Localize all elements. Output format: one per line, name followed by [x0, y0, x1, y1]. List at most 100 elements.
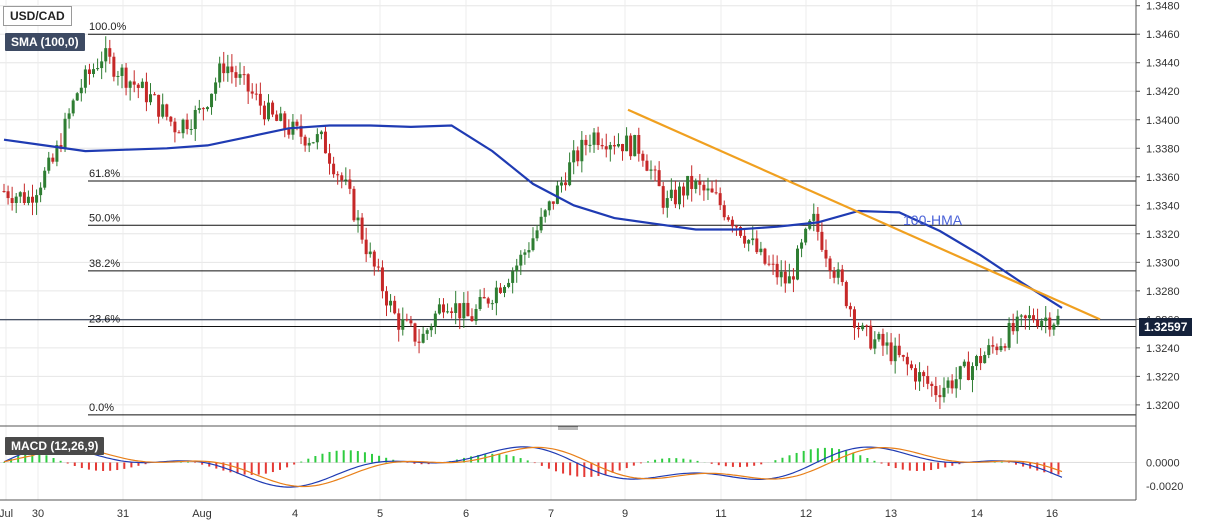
macd-histogram-bar [675, 458, 678, 463]
candle-body [604, 146, 608, 150]
hma-legend: 100-HMA [903, 212, 963, 228]
candle-body [555, 185, 559, 204]
candle-body [1044, 317, 1048, 321]
price-tick-label: 1.3200 [1146, 400, 1180, 412]
macd-histogram-bar [731, 462, 734, 467]
candle-body [665, 198, 669, 208]
macd-histogram-bar [250, 462, 253, 475]
macd-histogram-bar [583, 462, 586, 478]
candle-body [63, 118, 67, 149]
candle-body [486, 298, 490, 304]
macd-histogram-bar [1057, 462, 1060, 475]
macd-histogram-bar [505, 454, 508, 463]
candle-body [572, 150, 576, 163]
candle-body [181, 119, 185, 134]
macd-histogram-bar [569, 462, 572, 476]
candle-body [250, 91, 254, 94]
sma-indicator-label[interactable]: SMA (100,0) [5, 33, 85, 51]
macd-histogram-bar [838, 449, 841, 463]
candle-body [258, 93, 262, 106]
candle-body [905, 356, 909, 365]
candle-body [1032, 315, 1036, 320]
macd-histogram-bar [915, 462, 918, 471]
macd-histogram-bar [194, 462, 197, 464]
candle-body [96, 68, 100, 70]
candle-body [279, 113, 283, 121]
macd-histogram-bar [618, 462, 621, 471]
time-tick-label: 4 [292, 508, 298, 520]
macd-histogram-bar [788, 455, 791, 463]
candle-body [462, 302, 466, 319]
macd-histogram-bar [753, 462, 756, 466]
candle-body [804, 228, 808, 243]
macd-histogram-bar [654, 459, 657, 463]
macd-histogram-bar [321, 453, 324, 463]
macd-histogram-bar [852, 452, 855, 463]
candle-body [1019, 315, 1023, 317]
candle-body [157, 94, 161, 117]
candle-body [271, 102, 275, 115]
candle-body [14, 196, 18, 204]
candle-body [592, 132, 596, 145]
candle-body [161, 104, 165, 117]
candle-body [714, 192, 718, 194]
macd-histogram-bar [257, 462, 260, 475]
macd-histogram-bar [498, 453, 501, 463]
macd-histogram-bar [371, 453, 373, 463]
macd-histogram-bar [3, 462, 5, 463]
candle-body [340, 175, 344, 181]
candle-body [360, 217, 364, 240]
candle-body [144, 81, 148, 103]
macd-histogram-bar [201, 462, 204, 465]
candle-body [380, 267, 384, 292]
candle-body [576, 150, 580, 162]
candle-body [885, 342, 889, 346]
macd-histogram-bar [760, 462, 763, 465]
candle-body [787, 276, 791, 284]
time-tick-label: 14 [971, 508, 983, 520]
macd-histogram-bar [696, 460, 699, 463]
price-tick-label: 1.3460 [1146, 29, 1180, 41]
candle-body [934, 385, 938, 396]
macd-histogram-bar [533, 462, 536, 464]
candle-body [873, 339, 877, 349]
macd-histogram-bar [859, 455, 862, 463]
candle-body [128, 81, 132, 88]
macd-histogram-bar [109, 462, 112, 471]
time-tick-label: 9 [622, 508, 628, 520]
macd-histogram-bar [95, 462, 97, 471]
macd-indicator-label[interactable]: MACD (12,26,9) [5, 437, 105, 455]
macd-histogram-bar [682, 458, 685, 463]
price-tick-label: 1.3480 [1146, 1, 1180, 13]
candle-body [328, 153, 332, 164]
candle-body [580, 139, 584, 162]
time-tick-label: Jul [0, 508, 13, 520]
macd-histogram-bar [746, 462, 749, 467]
price-tick-label: 1.3380 [1146, 143, 1180, 155]
candle-body [108, 48, 112, 57]
signal-line [3, 446, 1063, 488]
candle-body [519, 254, 523, 266]
macd-histogram-bar [739, 462, 741, 468]
candle-body [503, 286, 507, 293]
candle-body [100, 61, 104, 69]
candle-body [694, 181, 698, 189]
candle-body [238, 74, 242, 78]
candle-body [319, 131, 323, 135]
symbol-label[interactable]: USD/CAD [3, 6, 72, 26]
candle-body [682, 186, 686, 196]
candle-body [926, 376, 930, 384]
candle-body [1027, 315, 1031, 319]
macd-histogram-bar [880, 462, 883, 464]
candle-body [55, 145, 59, 162]
price-tick-label: 1.3280 [1146, 286, 1180, 298]
macd-histogram-bar [639, 462, 642, 464]
candle-body [1023, 315, 1027, 319]
candle-body [197, 108, 201, 110]
candle-body [718, 193, 722, 206]
candle-body [1007, 322, 1011, 348]
macd-histogram-bar [300, 461, 303, 463]
candle-body [800, 242, 804, 249]
macd-histogram-bar [937, 462, 940, 469]
